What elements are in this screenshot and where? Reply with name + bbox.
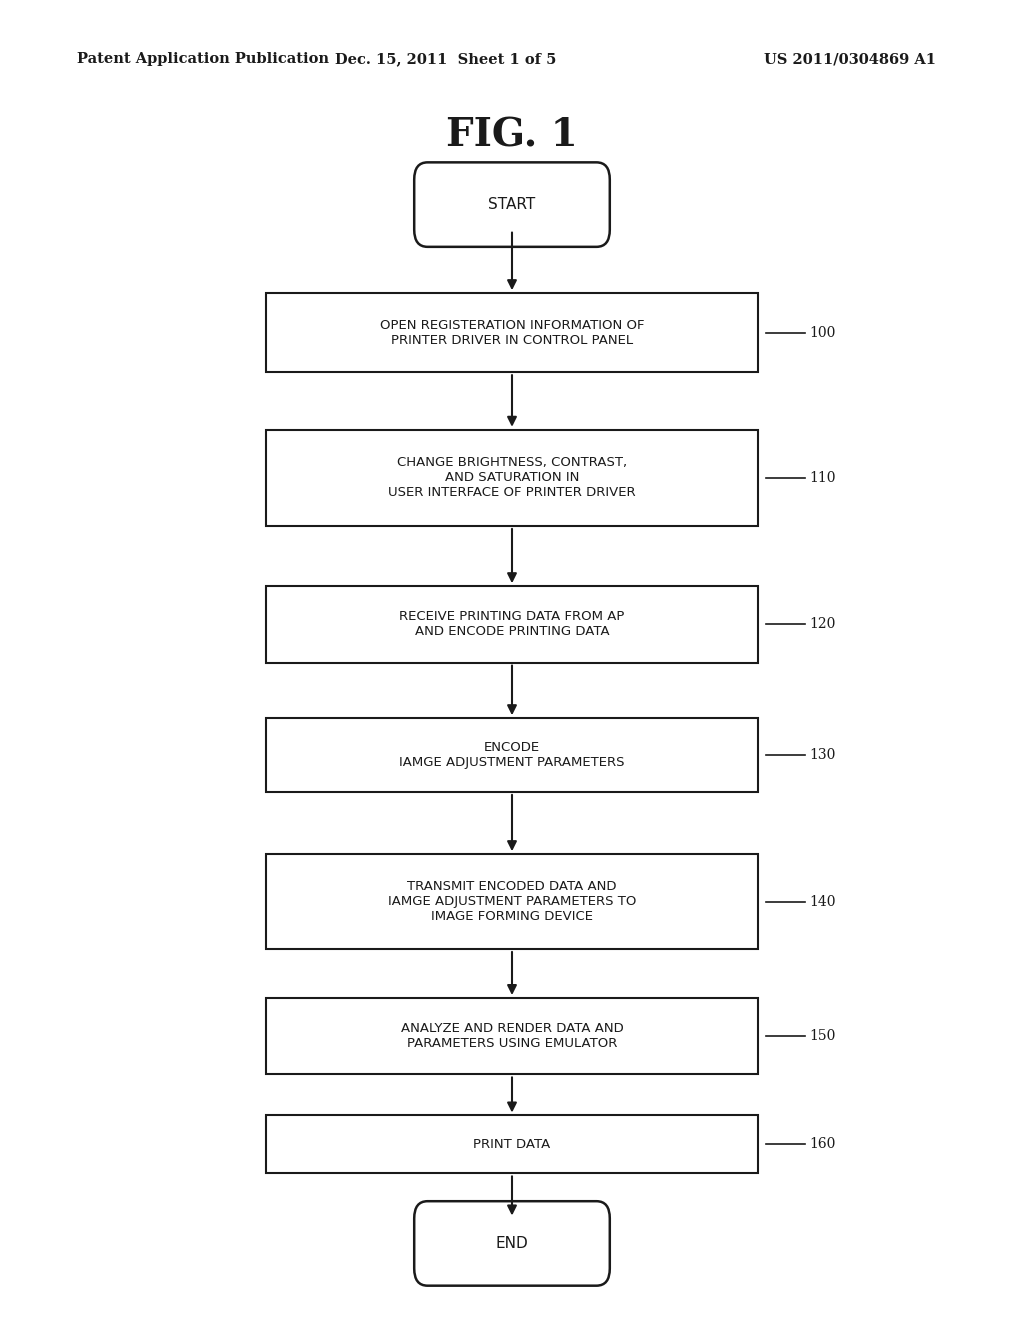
Text: 140: 140 xyxy=(809,895,836,908)
Text: 160: 160 xyxy=(809,1138,836,1151)
FancyBboxPatch shape xyxy=(266,718,758,792)
Text: ENCODE
IAMGE ADJUSTMENT PARAMETERS: ENCODE IAMGE ADJUSTMENT PARAMETERS xyxy=(399,741,625,770)
FancyBboxPatch shape xyxy=(414,1201,609,1286)
Text: ANALYZE AND RENDER DATA AND
PARAMETERS USING EMULATOR: ANALYZE AND RENDER DATA AND PARAMETERS U… xyxy=(400,1022,624,1051)
Text: 150: 150 xyxy=(809,1030,836,1043)
FancyBboxPatch shape xyxy=(266,998,758,1074)
FancyBboxPatch shape xyxy=(266,1115,758,1173)
Text: PRINT DATA: PRINT DATA xyxy=(473,1138,551,1151)
FancyBboxPatch shape xyxy=(266,430,758,525)
Text: 110: 110 xyxy=(809,471,836,484)
FancyBboxPatch shape xyxy=(414,162,609,247)
Text: 130: 130 xyxy=(809,748,836,762)
FancyBboxPatch shape xyxy=(266,586,758,663)
Text: 100: 100 xyxy=(809,326,836,339)
Text: 120: 120 xyxy=(809,618,836,631)
Text: TRANSMIT ENCODED DATA AND
IAMGE ADJUSTMENT PARAMETERS TO
IMAGE FORMING DEVICE: TRANSMIT ENCODED DATA AND IAMGE ADJUSTME… xyxy=(388,880,636,923)
Text: OPEN REGISTERATION INFORMATION OF
PRINTER DRIVER IN CONTROL PANEL: OPEN REGISTERATION INFORMATION OF PRINTE… xyxy=(380,318,644,347)
Text: START: START xyxy=(488,197,536,213)
Text: CHANGE BRIGHTNESS, CONTRAST,
AND SATURATION IN
USER INTERFACE OF PRINTER DRIVER: CHANGE BRIGHTNESS, CONTRAST, AND SATURAT… xyxy=(388,457,636,499)
FancyBboxPatch shape xyxy=(266,293,758,372)
Text: RECEIVE PRINTING DATA FROM AP
AND ENCODE PRINTING DATA: RECEIVE PRINTING DATA FROM AP AND ENCODE… xyxy=(399,610,625,639)
Text: Patent Application Publication: Patent Application Publication xyxy=(77,53,329,66)
Text: US 2011/0304869 A1: US 2011/0304869 A1 xyxy=(764,53,936,66)
Text: FIG. 1: FIG. 1 xyxy=(446,117,578,154)
Text: END: END xyxy=(496,1236,528,1251)
Text: Dec. 15, 2011  Sheet 1 of 5: Dec. 15, 2011 Sheet 1 of 5 xyxy=(335,53,556,66)
FancyBboxPatch shape xyxy=(266,854,758,949)
